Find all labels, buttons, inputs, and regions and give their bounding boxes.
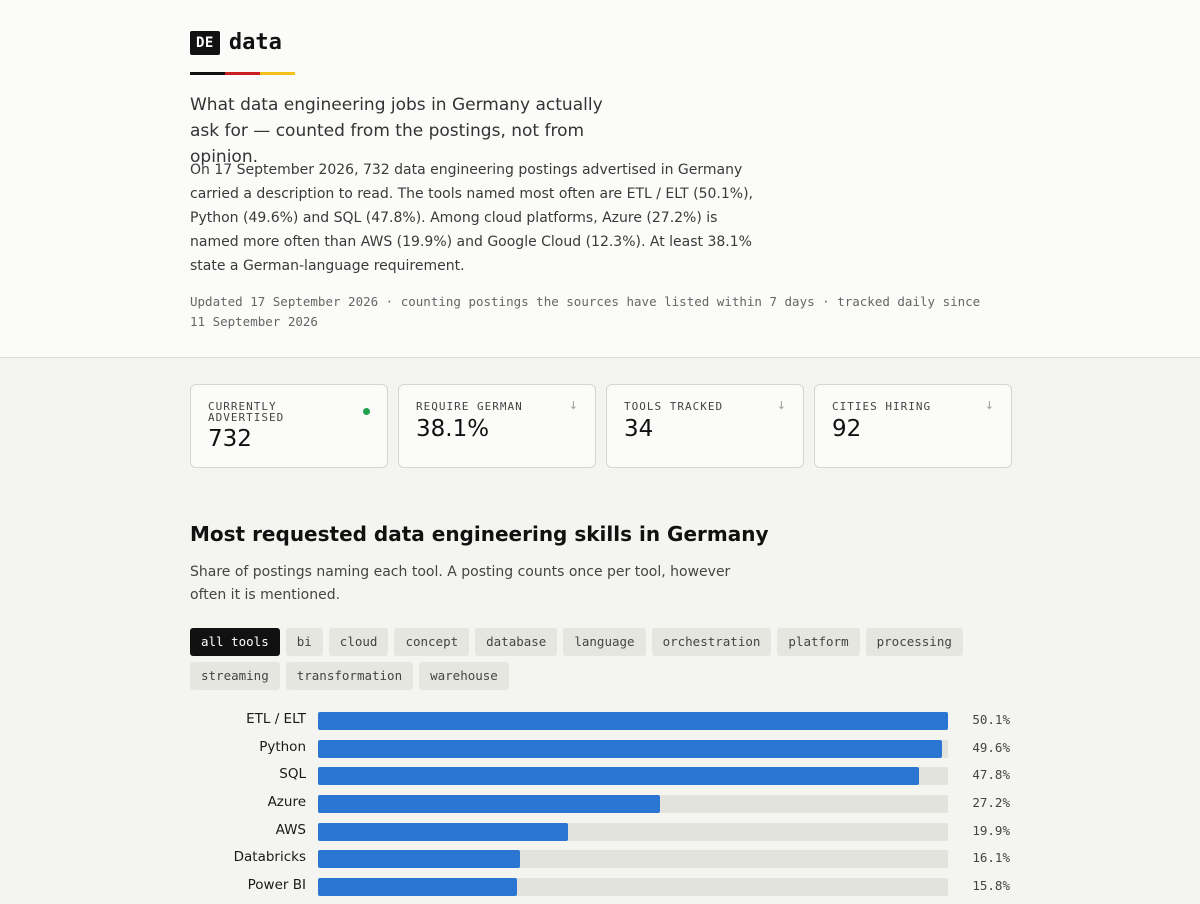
bar-fill bbox=[318, 767, 920, 786]
filter-chip-warehouse[interactable]: warehouse bbox=[419, 662, 509, 690]
filter-chip-orchestration[interactable]: orchestration bbox=[651, 628, 772, 656]
bar-track bbox=[318, 850, 948, 869]
filter-chip-language[interactable]: language bbox=[563, 628, 646, 656]
bar-value: 19.9% bbox=[972, 822, 1010, 838]
bar-fill bbox=[318, 739, 942, 758]
category-filter-bar: all tools bi cloud concept database language o… bbox=[190, 628, 990, 690]
arrow-down-icon: ↓ bbox=[984, 399, 994, 412]
bar-value: 47.8% bbox=[972, 767, 1010, 783]
bar-row[interactable]: SQL 47.8% bbox=[190, 765, 1010, 793]
bar-label: ETL / ELT bbox=[246, 711, 306, 727]
stat-card-cities-hiring[interactable]: CITIES HIRING ↓ 92 bbox=[814, 384, 1012, 468]
bar-track bbox=[318, 822, 948, 841]
bar-label: SQL bbox=[279, 766, 306, 783]
brand-logo[interactable]: DE data bbox=[190, 30, 282, 55]
bar-label: Databricks bbox=[233, 849, 306, 866]
bar-value: 15.8% bbox=[972, 878, 1010, 894]
arrow-down-icon: ↓ bbox=[776, 399, 786, 412]
section-subtitle: Share of postings naming each tool. A po… bbox=[190, 564, 731, 603]
intro-summary: On 17 September 2026, 732 data engineeri… bbox=[190, 162, 754, 274]
bar-track bbox=[318, 795, 948, 814]
country-badge: DE bbox=[190, 30, 220, 55]
arrow-down-icon: ↓ bbox=[568, 399, 578, 412]
tagline: What data engineering jobs in Germany ac… bbox=[190, 95, 603, 167]
filter-chip-database[interactable]: database bbox=[475, 628, 558, 656]
stat-card-currently-advertised[interactable]: CURRENTLY ADVERTISED 732 bbox=[190, 384, 388, 468]
filter-chip-all-tools[interactable]: all tools bbox=[190, 628, 280, 656]
skills-bar-chart: ETL / ELT 50.1% Python 49.6% SQL 47.8% Azure 27… bbox=[190, 710, 1010, 904]
bar-row[interactable]: AWS 19.9% bbox=[190, 821, 1010, 849]
bar-fill bbox=[318, 850, 521, 869]
bar-label: Azure bbox=[267, 794, 306, 811]
stat-card-tools-tracked[interactable]: TOOLS TRACKED ↓ 34 bbox=[606, 384, 804, 468]
stats-row: CURRENTLY ADVERTISED 732 REQUIRE GERMAN … bbox=[190, 384, 1012, 468]
flag-stripe-black bbox=[190, 72, 225, 75]
bar-row[interactable]: Databricks 16.1% bbox=[190, 848, 1010, 876]
bar-row[interactable]: Power BI 15.8% bbox=[190, 876, 1010, 904]
filter-chip-platform[interactable]: platform bbox=[777, 628, 860, 656]
bar-value: 49.6% bbox=[972, 739, 1010, 755]
hero-section: DE data What data engineering jobs in Ge… bbox=[0, 0, 1200, 358]
bar-value: 50.1% bbox=[972, 712, 1010, 727]
filter-chip-cloud[interactable]: cloud bbox=[328, 628, 389, 656]
bar-label: AWS bbox=[275, 821, 306, 838]
stat-value: 38.1% bbox=[416, 416, 490, 442]
bar-track bbox=[318, 739, 948, 758]
bar-fill bbox=[318, 822, 569, 841]
stat-label: CITIES HIRING bbox=[832, 400, 932, 413]
bar-label: Python bbox=[259, 738, 306, 755]
filter-chip-transformation[interactable]: transformation bbox=[285, 662, 414, 690]
flag-stripe-gold bbox=[260, 72, 295, 75]
bar-value: 27.2% bbox=[972, 795, 1010, 811]
bar-label: Power BI bbox=[247, 877, 306, 894]
bar-row[interactable]: Azure 27.2% bbox=[190, 793, 1010, 821]
bar-row[interactable]: Python 49.6% bbox=[190, 738, 1010, 766]
bar-value: 16.1% bbox=[972, 850, 1010, 866]
live-dot-icon bbox=[363, 408, 370, 415]
filter-chip-bi[interactable]: bi bbox=[285, 628, 323, 656]
filter-chip-concept[interactable]: concept bbox=[394, 628, 470, 656]
stat-card-require-german[interactable]: REQUIRE GERMAN ↓ 38.1% bbox=[398, 384, 596, 468]
stat-value: 92 bbox=[832, 416, 862, 442]
stat-label: REQUIRE GERMAN bbox=[416, 400, 523, 413]
bar-fill bbox=[318, 795, 661, 814]
flag-stripe-red bbox=[225, 72, 260, 75]
brand-name: data bbox=[228, 30, 282, 55]
bar-fill bbox=[318, 878, 517, 897]
flag-stripe bbox=[190, 72, 295, 75]
stat-value: 34 bbox=[624, 416, 654, 442]
filter-chip-processing[interactable]: processing bbox=[865, 628, 963, 656]
filter-chip-streaming[interactable]: streaming bbox=[190, 662, 280, 690]
stat-value: 732 bbox=[208, 426, 252, 452]
bar-track bbox=[318, 712, 948, 730]
section-title: Most requested data engineering skills i… bbox=[190, 522, 769, 546]
update-note: Updated 17 September 2026 · counting pos… bbox=[190, 294, 981, 329]
bar-row[interactable]: ETL / ELT 50.1% bbox=[190, 710, 1010, 738]
stat-label: TOOLS TRACKED bbox=[624, 400, 724, 413]
bar-track bbox=[318, 767, 948, 786]
stat-label: CURRENTLY ADVERTISED bbox=[208, 400, 285, 424]
bar-fill bbox=[318, 712, 948, 730]
bar-track bbox=[318, 878, 948, 897]
